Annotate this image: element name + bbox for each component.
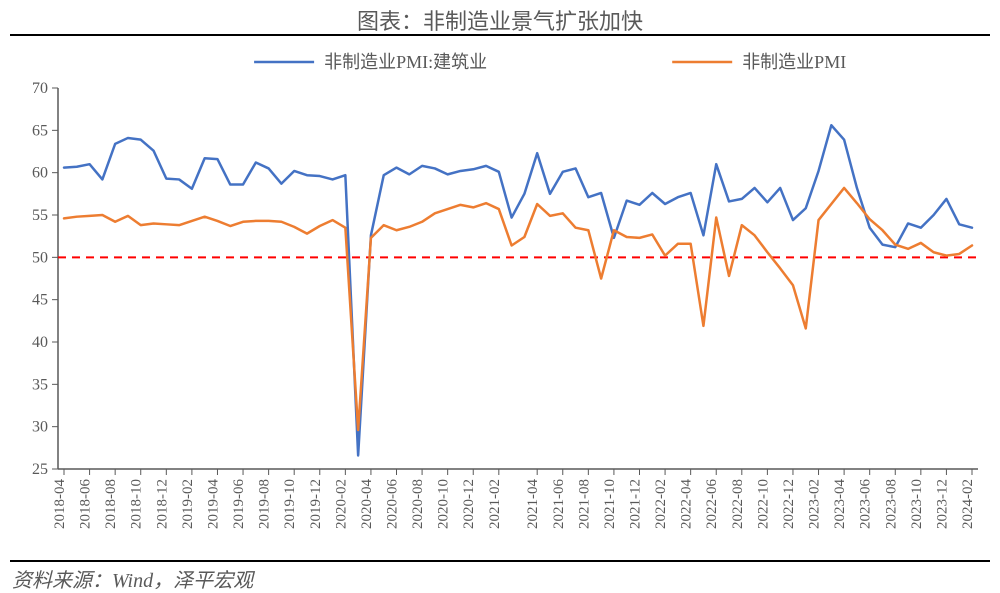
svg-text:45: 45 — [32, 292, 48, 309]
svg-text:2018-06: 2018-06 — [78, 479, 94, 529]
chart-area: 25 30 35 40 45 50 55 60 65 70 2018-04 2018-06 2018-0… — [10, 40, 990, 555]
svg-text:2020-02: 2020-02 — [333, 479, 349, 529]
svg-text:2018-12: 2018-12 — [154, 479, 170, 529]
svg-text:2018-10: 2018-10 — [129, 479, 145, 529]
svg-text:30: 30 — [32, 419, 48, 436]
svg-text:2023-06: 2023-06 — [858, 479, 874, 529]
svg-text:2022-06: 2022-06 — [704, 479, 720, 529]
svg-text:2020-04: 2020-04 — [359, 479, 375, 529]
svg-text:2020-08: 2020-08 — [410, 479, 426, 529]
svg-text:2022-04: 2022-04 — [679, 479, 695, 529]
svg-text:2022-12: 2022-12 — [781, 479, 797, 529]
svg-text:非制造业PMI:建筑业: 非制造业PMI:建筑业 — [324, 52, 487, 72]
svg-text:35: 35 — [32, 376, 48, 393]
svg-text:2023-04: 2023-04 — [832, 479, 848, 529]
svg-text:25: 25 — [32, 461, 48, 478]
source-attribution: 资料来源：Wind，泽平宏观 — [12, 564, 253, 593]
svg-text:2020-06: 2020-06 — [385, 479, 401, 529]
svg-text:2019-04: 2019-04 — [205, 479, 221, 529]
svg-text:2022-08: 2022-08 — [730, 479, 746, 529]
svg-text:60: 60 — [32, 165, 48, 182]
svg-text:2022-02: 2022-02 — [653, 479, 669, 529]
svg-text:2023-02: 2023-02 — [807, 479, 823, 529]
svg-text:2018-08: 2018-08 — [103, 479, 119, 529]
svg-text:2019-02: 2019-02 — [180, 479, 196, 529]
svg-text:65: 65 — [32, 122, 48, 139]
top-border-rule — [10, 34, 990, 36]
chart-title: 图表：非制造业景气扩张加快 — [0, 4, 1000, 36]
svg-text:2023-10: 2023-10 — [909, 479, 925, 529]
svg-text:40: 40 — [32, 334, 48, 351]
svg-text:2022-10: 2022-10 — [755, 479, 771, 529]
svg-text:2018-04: 2018-04 — [52, 479, 68, 529]
svg-text:50: 50 — [32, 249, 48, 266]
svg-text:2021-04: 2021-04 — [525, 479, 541, 529]
svg-text:2021-12: 2021-12 — [627, 479, 643, 529]
svg-text:2019-10: 2019-10 — [282, 479, 298, 529]
chart-figure: 图表：非制造业景气扩张加快 25 30 35 40 45 50 55 60 65 70 2018-0… — [0, 0, 1000, 593]
svg-text:2023-12: 2023-12 — [934, 479, 950, 529]
svg-text:2023-08: 2023-08 — [883, 479, 899, 529]
svg-text:70: 70 — [32, 80, 48, 97]
pmi-line-chart: 25 30 35 40 45 50 55 60 65 70 2018-04 2018-06 2018-0… — [10, 40, 990, 555]
svg-text:2021-02: 2021-02 — [487, 479, 503, 529]
svg-text:2021-06: 2021-06 — [551, 479, 567, 529]
bottom-border-rule — [10, 560, 990, 562]
svg-text:2024-02: 2024-02 — [960, 479, 976, 529]
svg-text:非制造业PMI: 非制造业PMI — [742, 52, 846, 72]
svg-text:2020-12: 2020-12 — [461, 479, 477, 529]
svg-text:2021-10: 2021-10 — [602, 479, 618, 529]
svg-text:2020-10: 2020-10 — [436, 479, 452, 529]
svg-text:55: 55 — [32, 207, 48, 224]
svg-text:2019-12: 2019-12 — [308, 479, 324, 529]
svg-text:2021-08: 2021-08 — [576, 479, 592, 529]
svg-text:2019-08: 2019-08 — [257, 479, 273, 529]
svg-text:2019-06: 2019-06 — [231, 479, 247, 529]
